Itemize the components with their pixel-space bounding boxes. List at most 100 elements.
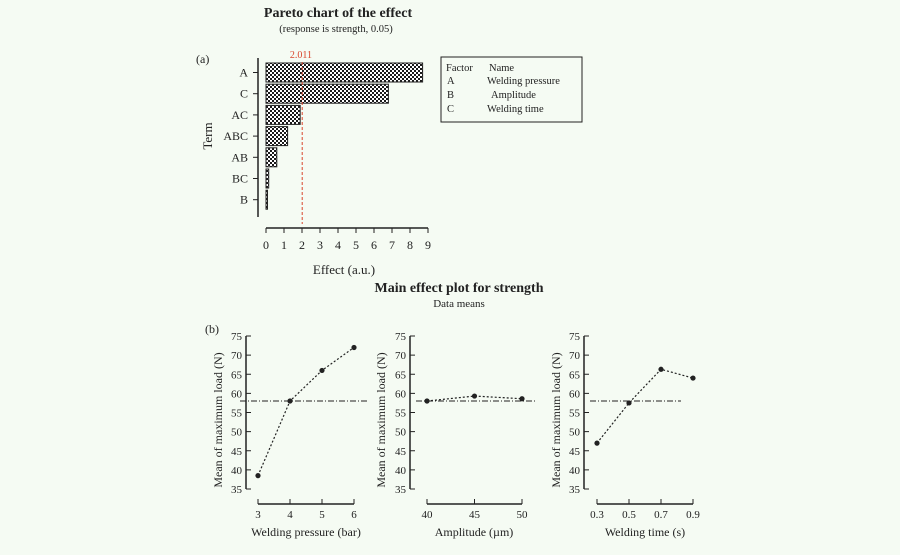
panel2-y-tick-label: 50 (395, 427, 407, 439)
panel1-y-tick-label: 50 (231, 427, 243, 439)
panel2-xlabel: Amplitude (µm) (435, 525, 514, 539)
panel3-x-tick-label: 0.9 (686, 509, 700, 521)
panel3-y-tick-label: 75 (569, 331, 581, 343)
panel3-x-tick-label: 0.3 (590, 509, 604, 521)
panel1-x-tick-label: 5 (319, 509, 325, 521)
pareto-category-label: ABC (223, 129, 248, 143)
legend-header-factor: Factor (446, 63, 473, 74)
pareto-reference-label: 2.011 (290, 50, 312, 61)
panel1-data-point (319, 367, 325, 374)
panel3-ylabel: Mean of maximum load (N) (549, 352, 563, 487)
panel2-y-tick-label: 40 (395, 465, 407, 477)
legend-header-name: Name (489, 63, 514, 74)
panel1-data-point (351, 344, 357, 351)
pareto-bar (265, 168, 270, 189)
pareto-bar (265, 189, 268, 210)
pareto-legend-frame (440, 56, 583, 123)
panel3-data-point (594, 440, 600, 446)
panel1-y-tick-label: 45 (231, 446, 243, 458)
panel1-y-tick-label: 55 (231, 408, 243, 420)
pareto-x-tick-label: 0 (263, 238, 269, 252)
panel3-xlabel: Welding time (s) (605, 525, 685, 539)
panel2-y-tick-label: 45 (395, 446, 407, 458)
panel2-data-point (519, 396, 525, 402)
panel2-y-tick-label: 70 (395, 350, 407, 362)
pareto-category-label: AB (231, 150, 248, 164)
panel2-x-tick-label: 50 (517, 509, 529, 521)
legend-factor-c: C (447, 104, 454, 115)
panel3-y-tick-label: 65 (569, 369, 581, 381)
pareto-category-label: C (240, 87, 248, 101)
panel3-data-point (690, 375, 696, 381)
pareto-x-tick-label: 1 (281, 238, 287, 252)
pareto-legend: Factor Name A Welding pressure B Amplitu… (440, 56, 583, 123)
pareto-category-label: A (239, 66, 248, 80)
pareto-bar (265, 126, 289, 147)
pareto-x-tick-label: 4 (335, 238, 341, 252)
legend-factor-b: B (447, 90, 454, 101)
legend-name-b: Amplitude (491, 90, 536, 101)
panel3-y-tick-label: 45 (569, 446, 581, 458)
panel2-x-tick-label: 40 (422, 509, 434, 521)
panel2-y-tick-label: 35 (395, 484, 407, 496)
pareto-x-tick-label: 7 (389, 238, 395, 252)
panel2-ylabel: Mean of maximum load (N) (374, 352, 388, 487)
panel1-x-tick-label: 3 (255, 509, 261, 521)
pareto-x-tick-label: 5 (353, 238, 359, 252)
panel3-x-tick-label: 0.5 (622, 509, 636, 521)
panel3-x-tick-label: 0.7 (654, 509, 668, 521)
pareto-x-tick-label: 3 (317, 238, 323, 252)
pareto-x-tick-label: 9 (425, 238, 431, 252)
pareto-title: Pareto chart of the effect (264, 6, 413, 21)
panel3-data-point (658, 366, 664, 372)
panel3-y-tick-label: 50 (569, 427, 581, 439)
pareto-bar (265, 104, 301, 125)
panel2-y-tick-label: 65 (395, 369, 407, 381)
main-effects-title: Main effect plot for strength (375, 281, 544, 296)
panel1-y-tick-label: 40 (231, 465, 243, 477)
panel1-y-tick-label: 75 (231, 331, 243, 343)
pareto-x-tick-label: 6 (371, 238, 377, 252)
main-effects-subtitle: Data means (433, 298, 485, 310)
panel1-x-tick-label: 4 (287, 509, 293, 521)
panel2-y-tick-label: 60 (395, 388, 407, 400)
panel1-series-line (257, 346, 355, 476)
panel1-data-point (255, 473, 261, 479)
panel2-x-tick-label: 45 (469, 509, 481, 521)
panel3-y-tick-label: 40 (569, 465, 581, 477)
panel1-y-tick-label: 35 (231, 484, 243, 496)
chart-marks: 0 1 2 3 4 5 6 7 8 9ACACABCABBCB354045505560657075… (223, 58, 700, 521)
pareto-bar (265, 147, 278, 168)
pareto-x-tick-label: 8 (407, 238, 413, 252)
pareto-bar (265, 62, 424, 83)
legend-name-a: Welding pressure (487, 76, 560, 87)
panel2-data-point (424, 398, 430, 404)
pareto-subtitle: (response is strength, 0.05) (279, 24, 393, 35)
panel1-x-tick-label: 6 (351, 509, 357, 521)
main-effects-panel-label: (b) (205, 322, 219, 336)
panel1-ylabel: Mean of maximum load (N) (211, 352, 225, 487)
panel3-series-line (596, 368, 694, 444)
panel2-data-point (471, 393, 478, 399)
pareto-category-label: B (240, 193, 248, 207)
legend-factor-a: A (447, 76, 455, 87)
pareto-bar (265, 83, 389, 104)
pareto-ylabel: Term (200, 122, 215, 149)
panel1-data-point (287, 398, 293, 404)
legend-name-c: Welding time (487, 104, 544, 115)
pareto-xlabel: Effect (a.u.) (313, 262, 375, 277)
panel1-y-tick-label: 60 (231, 388, 243, 400)
panel2-y-tick-label: 55 (395, 408, 407, 420)
panel1-xlabel: Welding pressure (bar) (251, 525, 361, 539)
pareto-x-tick-label: 2 (299, 238, 305, 252)
panel3-y-tick-label: 35 (569, 484, 581, 496)
panel3-y-tick-label: 55 (569, 408, 581, 420)
pareto-panel-label: (a) (196, 52, 209, 66)
panel3-y-tick-label: 70 (569, 350, 581, 362)
panel3-y-tick-label: 60 (569, 388, 581, 400)
pareto-category-label: AC (231, 108, 248, 122)
panel2-y-tick-label: 75 (395, 331, 407, 343)
panel1-y-tick-label: 70 (231, 350, 243, 362)
